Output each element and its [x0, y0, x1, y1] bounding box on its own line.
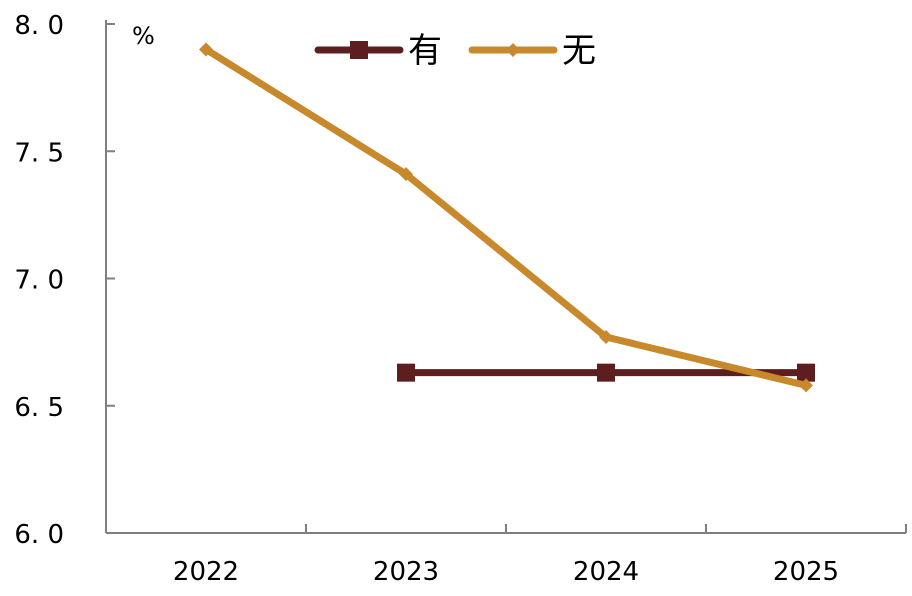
x-tick-label: 2024	[573, 557, 639, 587]
legend: 有无	[314, 31, 596, 71]
x-tick-label: 2023	[373, 557, 439, 587]
legend-marker-1	[350, 41, 368, 59]
data-point-series-1	[597, 363, 615, 382]
y-tick-label: 7. 5	[14, 138, 64, 168]
legend-label-1: 有	[408, 31, 442, 71]
axes: 6. 0 6. 5 7. 0 7. 5 8. 0 2022 2023 2024 2025	[14, 11, 907, 587]
y-tick-label: 7. 0	[14, 266, 64, 296]
x-tick-label: 2022	[173, 557, 239, 587]
y-tick-label: 8. 0	[14, 11, 64, 41]
data-point-series-1	[797, 363, 815, 382]
data-point-series-2	[599, 330, 613, 345]
y-tick-label: 6. 0	[14, 520, 64, 550]
y-tick-label: 6. 5	[14, 393, 64, 423]
data-point-series-1	[397, 363, 415, 382]
legend-marker-2	[506, 43, 520, 57]
y-unit-label: %	[132, 22, 155, 50]
data-point-series-2	[199, 42, 213, 57]
series-layer	[199, 42, 815, 393]
data-point-series-2	[399, 167, 413, 182]
data-point-series-2	[799, 378, 813, 393]
legend-label-2: 无	[562, 31, 596, 71]
x-tick-label: 2025	[773, 557, 839, 587]
series-line-2	[202, 45, 810, 389]
